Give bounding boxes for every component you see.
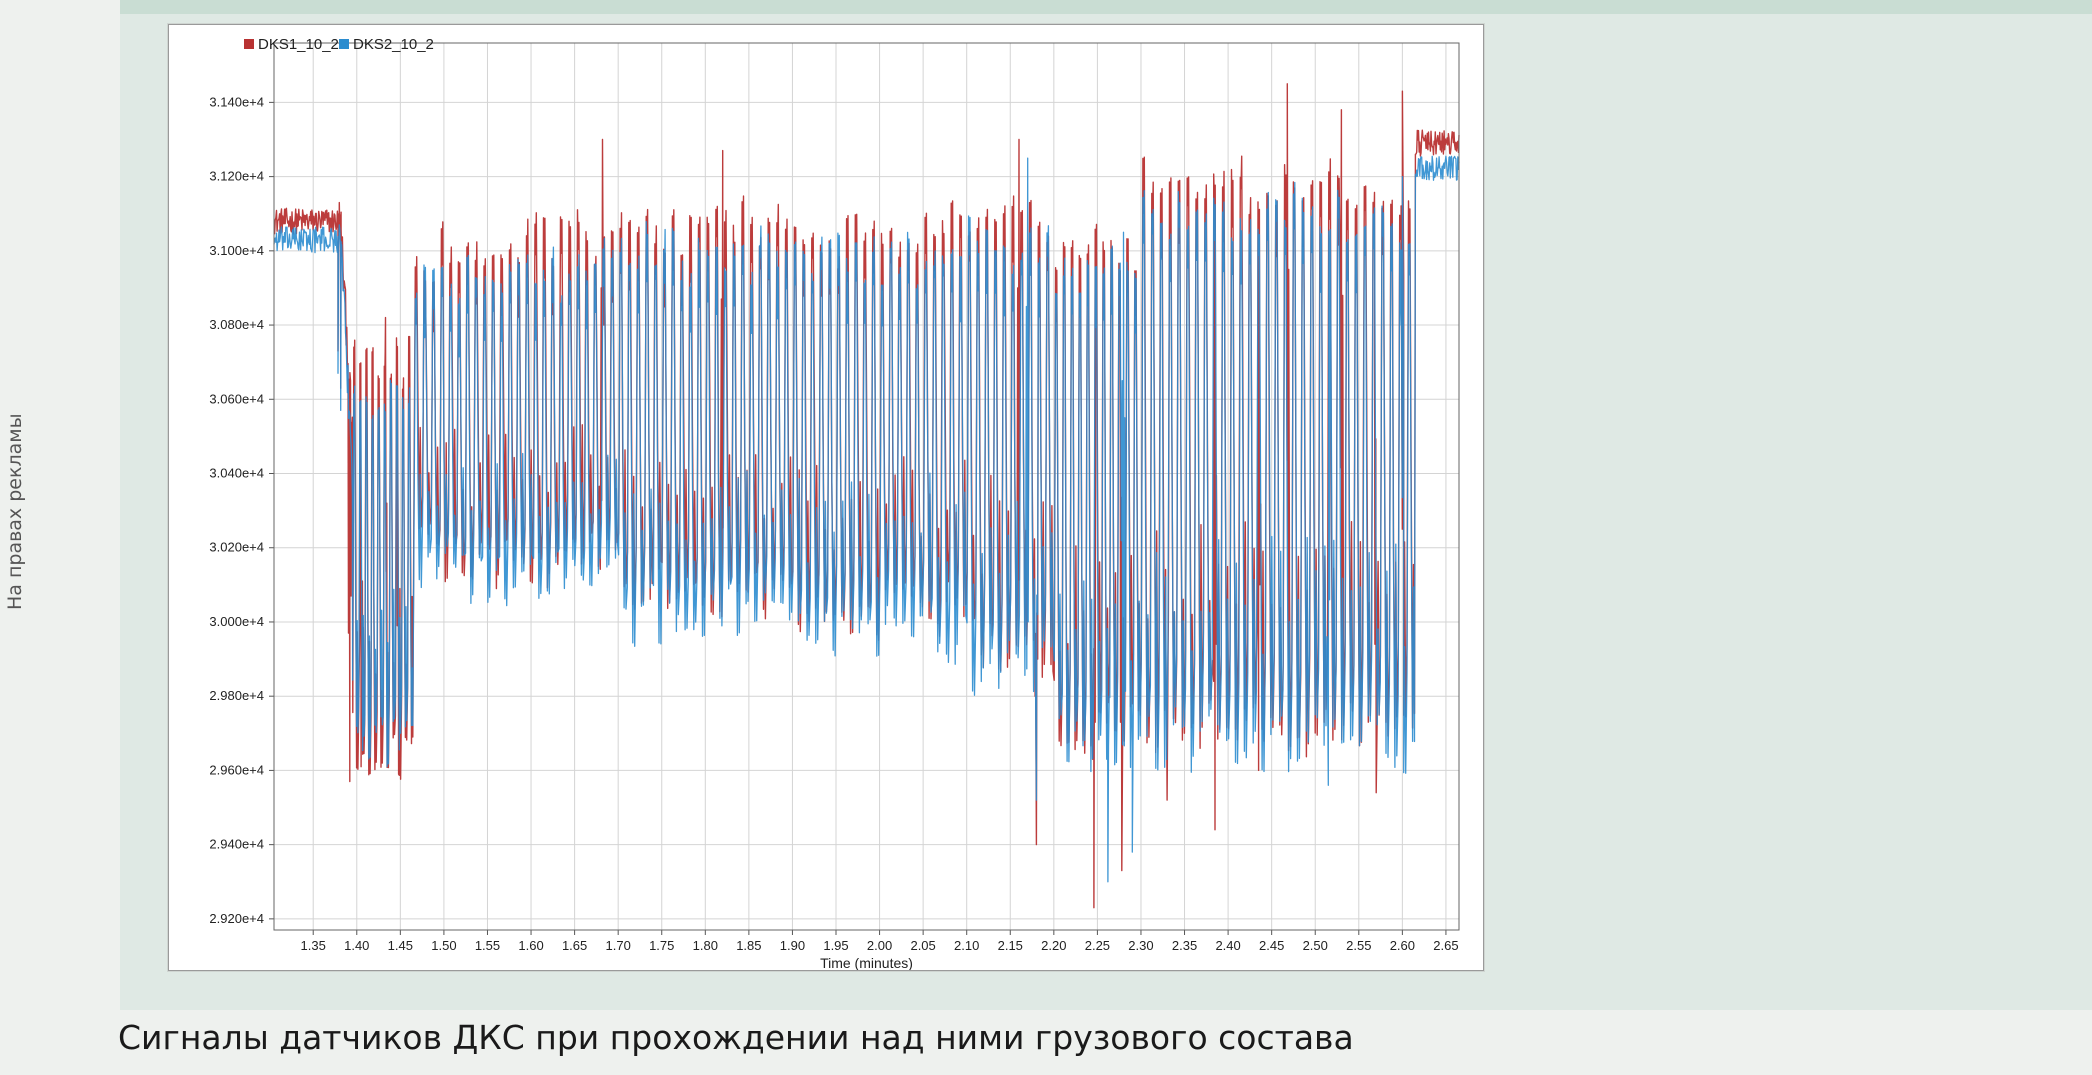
x-tick-label: 1.65 bbox=[562, 938, 587, 953]
axes: 1.35 1.40 1.45 1.50 1.55 1.60 1.65 1.70 1.75 1.80… bbox=[209, 42, 1460, 953]
x-tick-label: 2.30 bbox=[1128, 938, 1153, 953]
x-tick-label: 2.15 bbox=[998, 938, 1023, 953]
plot-background bbox=[169, 25, 1483, 970]
x-tick-label: 1.50 bbox=[431, 938, 456, 953]
x-tick-label: 1.70 bbox=[606, 938, 631, 953]
background-band bbox=[120, 0, 2092, 14]
x-tick-label: 1.60 bbox=[518, 938, 543, 953]
x-axis-label: Time (minutes) bbox=[820, 955, 913, 970]
legend-label: DKS2_10_2 bbox=[353, 36, 434, 53]
y-tick-label: 3.060e+4 bbox=[209, 391, 264, 406]
plot-border bbox=[273, 42, 1460, 931]
x-tick-label: 1.55 bbox=[475, 938, 500, 953]
x-tick-label: 1.90 bbox=[780, 938, 805, 953]
x-tick-label: 2.60 bbox=[1390, 938, 1415, 953]
x-tick-label: 1.45 bbox=[388, 938, 413, 953]
x-tick-label: 2.20 bbox=[1041, 938, 1066, 953]
y-tick-label: 3.040e+4 bbox=[209, 466, 264, 481]
figure-caption: Сигналы датчиков ДКС при прохождении над… bbox=[118, 1018, 1354, 1057]
legend-label: DKS1_10_2 bbox=[258, 36, 339, 53]
x-tick-label: 1.75 bbox=[649, 938, 674, 953]
y-tick-label: 3.120e+4 bbox=[209, 169, 264, 184]
x-tick-label: 2.35 bbox=[1172, 938, 1197, 953]
x-tick-label: 1.95 bbox=[823, 938, 848, 953]
y-tick-label: 3.000e+4 bbox=[209, 614, 264, 629]
y-tick-label: 2.960e+4 bbox=[209, 762, 264, 777]
y-tick-label: 3.140e+4 bbox=[209, 94, 264, 109]
x-tick-label: 2.10 bbox=[954, 938, 979, 953]
series-lines bbox=[273, 83, 1460, 909]
x-tick-label: 1.35 bbox=[301, 938, 326, 953]
x-tick-label: 2.65 bbox=[1433, 938, 1458, 953]
x-tick-label: 2.05 bbox=[910, 938, 935, 953]
legend-swatch bbox=[244, 39, 254, 49]
x-tick-label: 2.50 bbox=[1303, 938, 1328, 953]
x-tick-label: 2.55 bbox=[1346, 938, 1371, 953]
y-tick-label: 2.940e+4 bbox=[209, 837, 264, 852]
x-tick-label: 1.40 bbox=[344, 938, 369, 953]
x-tick-label: 2.25 bbox=[1085, 938, 1110, 953]
y-tick-label: 2.920e+4 bbox=[209, 911, 264, 926]
legend: DKS1_10_2 DKS2_10_2 bbox=[244, 36, 434, 53]
series-line-dks2-10-2 bbox=[273, 155, 1460, 883]
x-tick-label: 2.45 bbox=[1259, 938, 1284, 953]
x-tick-label: 2.00 bbox=[867, 938, 892, 953]
x-tick-label: 1.80 bbox=[693, 938, 718, 953]
legend-swatch bbox=[339, 39, 349, 49]
y-tick-label: 3.080e+4 bbox=[209, 317, 264, 332]
x-tick-label: 1.85 bbox=[736, 938, 761, 953]
y-tick-label: 2.980e+4 bbox=[209, 688, 264, 703]
chart-frame: 1.35 1.40 1.45 1.50 1.55 1.60 1.65 1.70 1.75 1.80… bbox=[168, 24, 1484, 971]
x-tick-label: 2.40 bbox=[1215, 938, 1240, 953]
advertising-note: На правах рекламы bbox=[4, 413, 26, 610]
y-tick-label: 3.020e+4 bbox=[209, 540, 264, 555]
y-tick-label: 3.100e+4 bbox=[209, 243, 264, 258]
sensor-signal-chart: 1.35 1.40 1.45 1.50 1.55 1.60 1.65 1.70 1.75 1.80… bbox=[169, 25, 1483, 970]
